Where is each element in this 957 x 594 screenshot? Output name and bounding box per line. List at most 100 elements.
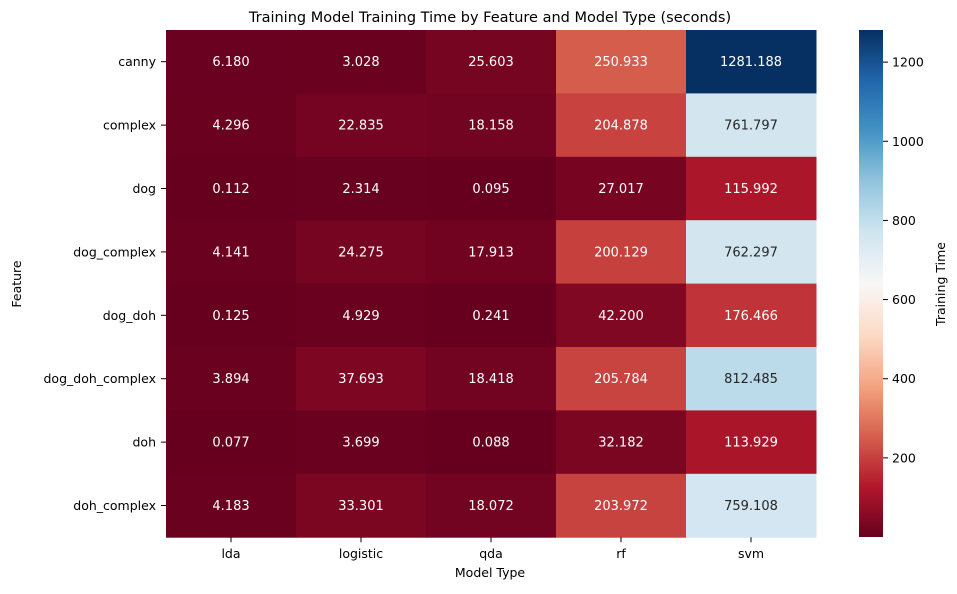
colorbar-tick-label: 800 [892,213,916,228]
heatmap-cell [426,93,557,158]
cell-value-label: 204.878 [594,119,648,134]
x-tick-label: lda [221,546,240,561]
y-axis-label: Feature [9,260,24,308]
x-tick-label: svm [738,546,764,561]
heatmap-cell [166,347,297,411]
cell-value-label: 4.141 [212,245,249,260]
heatmap-cell [686,220,817,285]
cell-value-label: 761.797 [724,119,778,134]
cell-value-label: 0.241 [472,309,509,324]
heatmap-cell [296,410,427,475]
heatmap-cell [166,410,297,475]
heatmap-cell [426,410,557,475]
cell-value-label: 0.125 [212,309,249,324]
y-tick-label: dog_doh [103,308,156,323]
x-axis-label: Model Type [455,565,526,580]
heatmap-cell [556,347,687,411]
cell-value-label: 3.894 [212,372,249,387]
cell-value-label: 0.095 [472,182,509,197]
cell-value-label: 4.296 [212,119,249,134]
colorbar-tick-label: 400 [892,371,916,386]
cell-value-label: 762.297 [724,245,778,260]
cell-value-label: 22.835 [338,119,384,134]
colorbar-tick-label: 600 [892,292,916,307]
cell-value-label: 812.485 [724,372,778,387]
heatmap-cell [686,283,817,348]
heatmap-cell [426,30,557,94]
y-tick-label: doh_complex [73,498,156,513]
heatmap-cell [556,93,687,158]
heatmap-cell [296,220,427,285]
cell-value-label: 2.314 [342,182,379,197]
cell-value-label: 27.017 [598,182,644,197]
cell-value-label: 18.158 [468,119,514,134]
heatmap-cell [426,220,557,285]
cell-value-label: 205.784 [594,372,648,387]
heatmap-cell [166,156,297,221]
cell-value-label: 0.088 [472,436,509,451]
heatmap-cell [296,156,427,221]
heatmap-cell [166,93,297,158]
chart-title: Training Model Training Time by Feature … [248,10,731,26]
heatmap-cell [166,473,297,538]
heatmap-cell [296,30,427,94]
x-tick-label: qda [479,546,503,561]
cell-value-label: 3.699 [342,436,379,451]
cell-value-label: 25.603 [468,55,514,70]
cell-value-label: 176.466 [724,309,778,324]
colorbar-tick-label: 1200 [892,55,924,70]
cell-value-label: 17.913 [468,245,514,260]
y-tick-label: canny [118,54,156,69]
heatmap-cell [686,347,817,411]
cell-value-label: 18.072 [468,499,514,514]
heatmap-cell [686,410,817,475]
cell-value-label: 759.108 [724,499,778,514]
heatmap-cell [296,93,427,158]
y-tick-label: dog_complex [73,244,156,259]
y-axis-ticks: canny complex dog dog_complex dog_doh dog_doh… [44,54,166,513]
cell-value-label: 115.992 [724,182,778,197]
heatmap-cell-labels: 6.180 3.028 25.603 250.933 1281.188 4.296 22.8… [212,55,782,514]
cell-value-label: 4.929 [342,309,379,324]
cell-value-label: 1281.188 [720,55,782,70]
heatmap-cell [556,473,687,538]
colorbar-tick-label: 1000 [892,134,924,149]
heatmap-cell [166,30,297,94]
cell-value-label: 24.275 [338,245,384,260]
heatmap-cell [426,283,557,348]
heatmap-cell [296,473,427,538]
colorbar-gradient [859,30,883,537]
colorbar: 200 400 600 800 1000 1200 Training Time [859,30,948,537]
cell-value-label: 18.418 [468,372,514,387]
cell-value-label: 203.972 [594,499,648,514]
heatmap-cell [296,283,427,348]
x-tick-label: rf [616,546,626,561]
heatmap-cell [296,347,427,411]
cell-value-label: 0.112 [212,182,249,197]
heatmap-cell [556,156,687,221]
y-tick-label: dog [132,181,156,196]
heatmap-cell [426,347,557,411]
heatmap-cell [426,473,557,538]
heatmap-cell [686,156,817,221]
x-axis-ticks: lda logistic qda rf svm [221,537,764,561]
colorbar-tick-label: 200 [892,450,916,465]
cell-value-label: 32.182 [598,436,644,451]
heatmap-cell [426,156,557,221]
cell-value-label: 33.301 [338,499,384,514]
heatmap-cell [686,30,817,94]
heatmap-cell [166,220,297,285]
heatmap-cell [556,283,687,348]
cell-value-label: 42.200 [598,309,644,324]
cell-value-label: 113.929 [724,436,778,451]
heatmap-cell [166,283,297,348]
heatmap-cell [556,410,687,475]
y-tick-label: doh [132,435,156,450]
cell-value-label: 4.183 [212,499,249,514]
cell-value-label: 37.693 [338,372,384,387]
colorbar-label: Training Time [933,242,948,327]
x-tick-label: logistic [339,546,383,561]
y-tick-label: dog_doh_complex [44,371,157,386]
